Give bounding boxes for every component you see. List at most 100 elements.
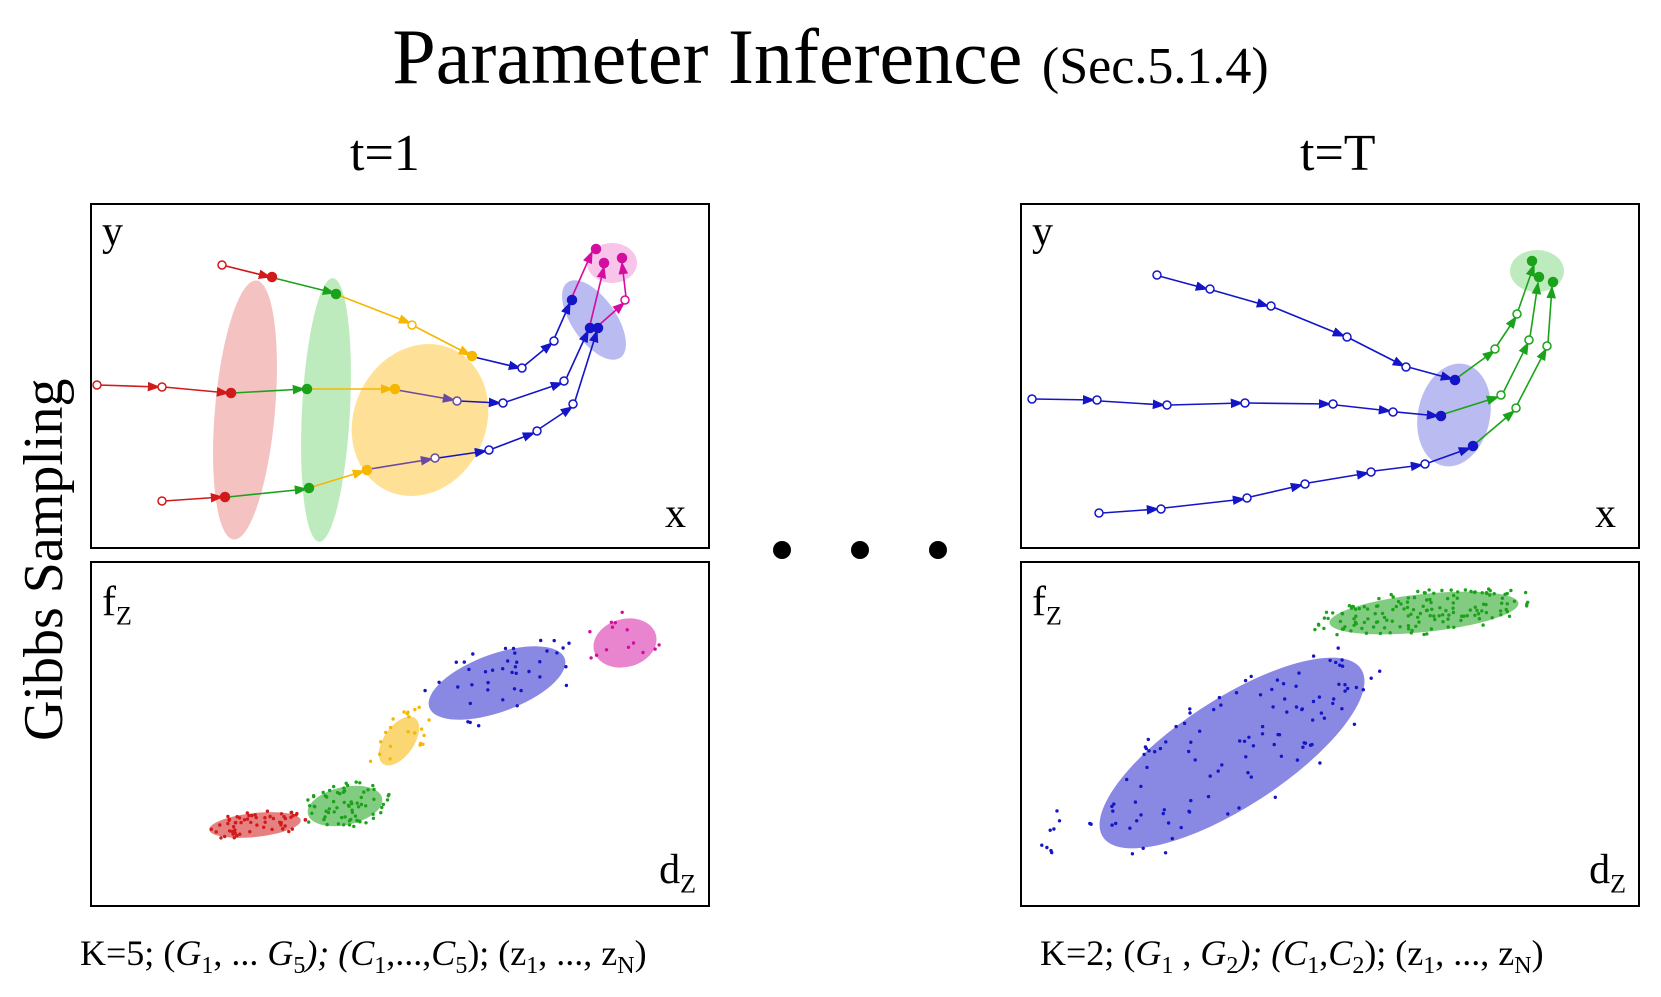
scatter-point [1480, 609, 1484, 613]
scatter-point [503, 646, 508, 651]
scatter-point [1326, 616, 1330, 621]
scatter-point [1411, 608, 1416, 612]
feature-plot-t1 [209, 610, 661, 840]
scatter-point [372, 787, 376, 792]
caption-c1-sub: 1 [374, 953, 387, 980]
scatter-point [1328, 658, 1332, 663]
scatter-point [1469, 589, 1473, 594]
scatter-point [486, 680, 490, 685]
scatter-point [1452, 593, 1456, 598]
scatter-point [625, 628, 629, 632]
scatter-point [1189, 740, 1193, 744]
scatter-point [1425, 632, 1429, 636]
scatter-point [1349, 629, 1353, 633]
scatter-point [454, 660, 458, 664]
scatter-point [1139, 813, 1143, 817]
scatter-point [1144, 746, 1148, 751]
scatter-point [1353, 620, 1358, 624]
scatter-point [1399, 602, 1403, 606]
scatter-point [379, 811, 383, 815]
scatter-point [1473, 613, 1477, 617]
scatter-point [1249, 775, 1253, 779]
scatter-point [1258, 693, 1263, 697]
scatter-point [1276, 732, 1280, 737]
scatter-point [1187, 810, 1192, 814]
scatter-point [1369, 676, 1373, 680]
scatter-point [364, 821, 368, 825]
scatter-point [321, 790, 325, 795]
scatter-point [1391, 607, 1395, 612]
axis-label-dz-T: dZ [1589, 849, 1626, 897]
caption-c2-sub-T: 2 [1352, 953, 1365, 980]
scatter-point [1146, 737, 1150, 742]
scatter-point [417, 705, 421, 709]
scatter-point [1335, 633, 1339, 637]
scatter-point [306, 798, 310, 802]
scatter-point [402, 710, 406, 714]
scatter-point [437, 680, 441, 684]
scatter-point [352, 824, 356, 829]
scatter-point [1406, 596, 1410, 600]
scatter-point [1350, 605, 1354, 610]
scatter-point [567, 641, 571, 645]
scatter-point [1322, 716, 1327, 720]
scatter-point [1405, 605, 1410, 610]
scatter-point [231, 832, 235, 836]
scatter-point [1188, 707, 1192, 711]
scatter-point [1394, 604, 1398, 609]
scatter-point [271, 816, 276, 821]
caption-z2: z [601, 933, 618, 973]
trajectory-top-T [1158, 263, 1535, 381]
scatter-point [347, 823, 352, 827]
scatter-point [357, 819, 362, 823]
scatter-point [1208, 774, 1212, 778]
scatter-point [609, 620, 614, 624]
scatter-point [513, 651, 517, 655]
scatter-point [527, 669, 531, 674]
caption-z2-T: z [1498, 933, 1515, 973]
trajectory-middle [97, 265, 607, 408]
scatter-point [231, 825, 236, 829]
feature-ellipse-blue [428, 646, 566, 720]
caption-g1-sub: 1 [201, 953, 214, 980]
scatter-point [209, 827, 213, 831]
scatter-point [1162, 808, 1166, 812]
axis-label-fz-T: fZ [1032, 581, 1062, 629]
scatter-point [283, 816, 288, 821]
trajectory-bottom-T [1101, 285, 1556, 515]
cluster-ellipse-yellow [351, 344, 489, 496]
scatter-point [356, 805, 361, 809]
scatter-point [1377, 596, 1381, 601]
scatter-point [1249, 674, 1253, 679]
scatter-point [1141, 846, 1145, 850]
scatter-point [406, 710, 410, 714]
scatter-point [1294, 684, 1298, 688]
scatter-point [1112, 802, 1116, 806]
scatter-point [281, 827, 285, 831]
scatter-point [1500, 596, 1505, 600]
scatter-point [290, 810, 294, 815]
axis-label-x: x [665, 491, 686, 537]
scatter-point [555, 651, 559, 655]
feature-ellipse-blue-T [1099, 657, 1365, 849]
caption-zmid: , ..., [538, 933, 602, 973]
scatter-point [1128, 826, 1132, 830]
page-title: Parameter Inference (Sec.5.1.4) [0, 18, 1661, 96]
scatter-point [1139, 784, 1143, 789]
cluster-ellipse-blue-T [1417, 363, 1491, 467]
scatter-point [1507, 614, 1512, 618]
scatter-point [219, 836, 223, 840]
scatter-point [1311, 718, 1315, 722]
scatter-point [355, 819, 359, 823]
scatter-point [237, 816, 242, 820]
scatter-point [1428, 614, 1432, 618]
cluster-ellipse-red [213, 280, 277, 540]
scatter-point [1057, 819, 1062, 823]
axis-d-sub-T: Z [1610, 869, 1626, 898]
scatter-point [413, 707, 417, 712]
scatter-point [1429, 600, 1433, 605]
scatter-point [1243, 678, 1248, 683]
scatter-point [345, 783, 350, 788]
scatter-point [1311, 699, 1316, 704]
scatter-point [270, 827, 274, 832]
